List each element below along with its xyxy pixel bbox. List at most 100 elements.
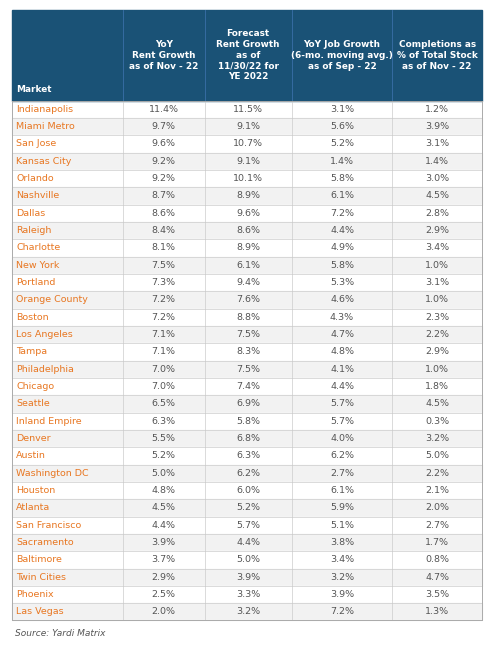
Text: 2.9%: 2.9% [152, 572, 176, 582]
Text: 7.2%: 7.2% [330, 607, 354, 617]
Text: 3.2%: 3.2% [236, 607, 260, 617]
Bar [12, 153, 482, 170]
Bar [12, 170, 482, 188]
Text: 8.9%: 8.9% [236, 191, 260, 201]
Bar [12, 101, 482, 118]
Text: 6.3%: 6.3% [236, 451, 260, 461]
Text: 3.8%: 3.8% [330, 538, 354, 547]
Text: 6.5%: 6.5% [152, 399, 176, 409]
Bar [12, 257, 482, 274]
Text: 3.2%: 3.2% [330, 572, 354, 582]
Text: 3.7%: 3.7% [152, 555, 176, 565]
Text: 4.9%: 4.9% [330, 243, 354, 253]
Text: 2.0%: 2.0% [152, 607, 176, 617]
Text: Charlotte: Charlotte [16, 243, 61, 253]
Bar [12, 603, 482, 620]
Bar [12, 222, 482, 240]
Text: 3.5%: 3.5% [425, 590, 449, 599]
Text: 2.0%: 2.0% [425, 503, 449, 513]
Text: 5.3%: 5.3% [330, 278, 354, 287]
Text: Boston: Boston [16, 313, 49, 322]
Bar [12, 240, 482, 257]
Text: 7.2%: 7.2% [330, 209, 354, 218]
Text: 8.3%: 8.3% [236, 347, 260, 357]
Text: 4.7%: 4.7% [330, 330, 354, 339]
Text: 6.0%: 6.0% [236, 486, 260, 495]
Text: 2.7%: 2.7% [425, 520, 449, 530]
Text: Kansas City: Kansas City [16, 157, 72, 166]
Text: 7.5%: 7.5% [236, 330, 260, 339]
Text: 5.0%: 5.0% [152, 468, 176, 478]
Text: 5.8%: 5.8% [330, 261, 354, 270]
Text: 7.2%: 7.2% [152, 295, 176, 305]
Text: 4.5%: 4.5% [425, 399, 449, 409]
Text: 3.9%: 3.9% [330, 590, 354, 599]
Text: 4.0%: 4.0% [330, 434, 354, 443]
Bar [12, 413, 482, 430]
Bar [12, 517, 482, 534]
Text: 6.2%: 6.2% [236, 468, 260, 478]
Text: 3.4%: 3.4% [330, 555, 354, 565]
Text: 7.0%: 7.0% [152, 382, 176, 391]
Text: 7.5%: 7.5% [152, 261, 176, 270]
Text: 5.7%: 5.7% [330, 399, 354, 409]
Bar [12, 326, 482, 343]
Text: 2.3%: 2.3% [425, 313, 449, 322]
Text: 4.3%: 4.3% [330, 313, 354, 322]
Text: 6.2%: 6.2% [330, 451, 354, 461]
Text: 9.2%: 9.2% [152, 157, 176, 166]
Text: 3.9%: 3.9% [236, 572, 260, 582]
Text: 1.4%: 1.4% [330, 157, 354, 166]
Text: 4.1%: 4.1% [330, 365, 354, 374]
Text: 8.7%: 8.7% [152, 191, 176, 201]
Text: 7.1%: 7.1% [152, 330, 176, 339]
Text: 3.3%: 3.3% [236, 590, 260, 599]
Bar [12, 430, 482, 447]
Text: Portland: Portland [16, 278, 56, 287]
Text: 3.9%: 3.9% [152, 538, 176, 547]
Text: Philadelphia: Philadelphia [16, 365, 74, 374]
Text: 3.4%: 3.4% [425, 243, 449, 253]
Text: 3.0%: 3.0% [425, 174, 449, 183]
Text: 8.6%: 8.6% [152, 209, 176, 218]
Text: 2.9%: 2.9% [425, 347, 449, 357]
Text: San Francisco: San Francisco [16, 520, 82, 530]
Text: Washington DC: Washington DC [16, 468, 89, 478]
Text: Raleigh: Raleigh [16, 226, 52, 235]
Text: 8.8%: 8.8% [236, 313, 260, 322]
Text: 5.8%: 5.8% [330, 174, 354, 183]
Bar [12, 447, 482, 465]
Text: 7.3%: 7.3% [152, 278, 176, 287]
Text: 5.2%: 5.2% [330, 139, 354, 149]
Text: 1.3%: 1.3% [425, 607, 449, 617]
Text: Austin: Austin [16, 451, 46, 461]
Text: 5.8%: 5.8% [236, 417, 260, 426]
Text: 8.1%: 8.1% [152, 243, 176, 253]
Bar [12, 274, 482, 291]
Text: Sacramento: Sacramento [16, 538, 74, 547]
Text: 5.6%: 5.6% [330, 122, 354, 131]
Text: 0.3%: 0.3% [425, 417, 449, 426]
Text: 11.4%: 11.4% [149, 105, 179, 114]
Text: Miami Metro: Miami Metro [16, 122, 75, 131]
Text: 5.1%: 5.1% [330, 520, 354, 530]
Bar [12, 378, 482, 395]
Bar [12, 361, 482, 378]
Text: 4.7%: 4.7% [425, 572, 449, 582]
Text: 9.2%: 9.2% [152, 174, 176, 183]
Text: 5.7%: 5.7% [330, 417, 354, 426]
Text: 3.1%: 3.1% [425, 278, 449, 287]
Text: 6.1%: 6.1% [330, 486, 354, 495]
Text: 8.6%: 8.6% [236, 226, 260, 235]
Text: 4.4%: 4.4% [330, 226, 354, 235]
Text: 1.0%: 1.0% [425, 261, 449, 270]
Text: 4.6%: 4.6% [330, 295, 354, 305]
Text: 2.1%: 2.1% [425, 486, 449, 495]
Text: YoY Job Growth
(6-mo. moving avg.)
as of Sep - 22: YoY Job Growth (6-mo. moving avg.) as of… [291, 40, 393, 70]
Text: Source: Yardi Matrix: Source: Yardi Matrix [15, 629, 105, 638]
Text: Baltimore: Baltimore [16, 555, 62, 565]
Text: Forecast
Rent Growth
as of
11/30/22 for
YE 2022: Forecast Rent Growth as of 11/30/22 for … [216, 29, 280, 82]
Text: 2.8%: 2.8% [425, 209, 449, 218]
Text: 6.8%: 6.8% [236, 434, 260, 443]
Text: 9.6%: 9.6% [152, 139, 176, 149]
